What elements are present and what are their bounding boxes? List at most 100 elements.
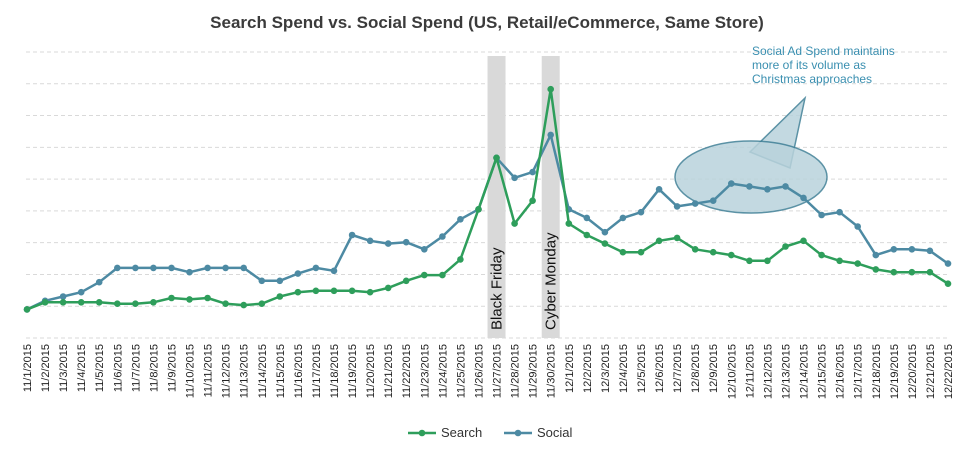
x-tick-label: 11/27/2015 [492, 344, 504, 398]
data-point-social [95, 278, 103, 286]
data-point-search [583, 231, 591, 239]
data-point-search [114, 300, 121, 308]
x-tick-label: 12/11/2015 [744, 344, 756, 398]
chart-title: Search Spend vs. Social Spend (US, Retai… [210, 13, 764, 32]
data-point-search [908, 268, 916, 276]
legend: Search Social [408, 425, 573, 440]
data-point-search [746, 257, 753, 265]
data-point-social [348, 231, 356, 239]
data-point-search [511, 220, 518, 227]
data-point-social [77, 288, 85, 296]
data-point-social [402, 238, 410, 246]
data-point-social [421, 246, 428, 253]
data-point-search [222, 300, 229, 308]
x-tick-label: 11/22/2015 [401, 344, 413, 398]
data-point-search [655, 237, 663, 245]
data-point-social [728, 180, 735, 187]
data-point-search [312, 287, 320, 295]
series-group [23, 85, 952, 313]
x-tick-label: 12/20/2015 [907, 344, 919, 399]
data-point-search [493, 154, 500, 162]
x-tick-label: 11/7/2015 [130, 344, 142, 392]
data-point-social [330, 267, 338, 275]
x-tick-label: 11/14/2015 [257, 344, 269, 398]
data-point-search [276, 293, 284, 300]
x-tick-label: 11/1/2015 [22, 344, 34, 392]
data-point-social [150, 264, 157, 272]
x-tick-label: 11/11/2015 [203, 344, 215, 397]
x-tick-label: 11/4/2015 [76, 344, 88, 392]
data-point-search [366, 288, 374, 296]
data-point-social [439, 233, 446, 240]
data-point-social [457, 216, 464, 223]
x-tick-label: 12/22/2015 [943, 344, 955, 399]
data-point-search [402, 277, 410, 285]
data-point-social [782, 183, 789, 190]
data-point-search [782, 243, 789, 250]
data-point-search [890, 268, 898, 276]
event-bands: Black Friday Cyber Monday [487, 56, 560, 338]
x-tick-label: 11/19/2015 [347, 344, 359, 398]
data-point-social [168, 264, 175, 272]
x-tick-label: 12/6/2015 [654, 344, 666, 393]
data-point-social [818, 211, 825, 219]
x-tick-label: 12/12/2015 [762, 344, 774, 399]
x-tick-label: 11/28/2015 [510, 344, 522, 398]
data-point-search [728, 251, 735, 259]
legend-label: Social [537, 425, 573, 440]
x-tick-label: 11/15/2015 [275, 344, 287, 398]
x-tick-label: 12/8/2015 [690, 344, 702, 393]
x-tick-label: 12/1/2015 [564, 344, 576, 393]
x-tick-label: 12/18/2015 [871, 344, 883, 399]
data-point-social [944, 260, 952, 267]
data-point-social [312, 264, 320, 272]
x-tick-label: 11/16/2015 [293, 344, 305, 398]
data-point-search [637, 248, 645, 256]
data-point-search [872, 266, 880, 273]
data-point-search [421, 271, 428, 279]
data-point-search [186, 296, 193, 303]
data-point-social [836, 208, 843, 216]
legend-swatch-marker [418, 429, 426, 437]
x-tick-label: 11/8/2015 [148, 344, 160, 392]
data-point-social [222, 264, 229, 272]
data-point-search [240, 301, 247, 309]
data-point-social [384, 240, 392, 247]
data-point-search [59, 299, 67, 306]
x-tick-label: 12/10/2015 [726, 344, 738, 399]
x-tick-label: 12/7/2015 [672, 344, 684, 393]
data-point-search [800, 237, 807, 245]
x-tick-label: 11/25/2015 [455, 344, 467, 398]
data-point-social [59, 293, 67, 300]
callout-text-line: Christmas approaches [752, 72, 872, 86]
data-point-social [890, 246, 898, 253]
data-point-search [348, 287, 356, 295]
data-point-search [168, 294, 175, 302]
data-point-search [384, 284, 392, 292]
data-point-social [132, 264, 139, 272]
data-point-search [439, 271, 446, 279]
x-axis-ticks: 11/1/2015 11/2/2015 11/3/2015 11/4/2015 11/5… [22, 344, 955, 399]
data-point-social [926, 247, 934, 255]
data-point-search [673, 234, 681, 242]
data-point-social [637, 208, 645, 216]
data-point-search [77, 299, 85, 306]
data-point-social [276, 277, 284, 285]
data-point-social [204, 264, 211, 272]
x-tick-label: 11/9/2015 [166, 344, 178, 392]
data-point-search [619, 248, 627, 256]
callout-bubble [674, 140, 828, 214]
data-point-social [529, 168, 536, 176]
x-tick-label: 11/2/2015 [40, 344, 52, 392]
data-point-social [691, 200, 699, 207]
x-tick-label: 11/21/2015 [383, 344, 395, 398]
data-point-search [457, 256, 464, 263]
x-tick-label: 12/4/2015 [618, 344, 630, 393]
data-point-social [366, 237, 374, 245]
data-point-search [204, 294, 211, 302]
data-point-search [764, 257, 771, 265]
x-tick-label: 11/17/2015 [311, 344, 323, 398]
data-point-search [818, 251, 825, 259]
data-point-search [601, 240, 609, 247]
data-point-social [511, 174, 518, 182]
